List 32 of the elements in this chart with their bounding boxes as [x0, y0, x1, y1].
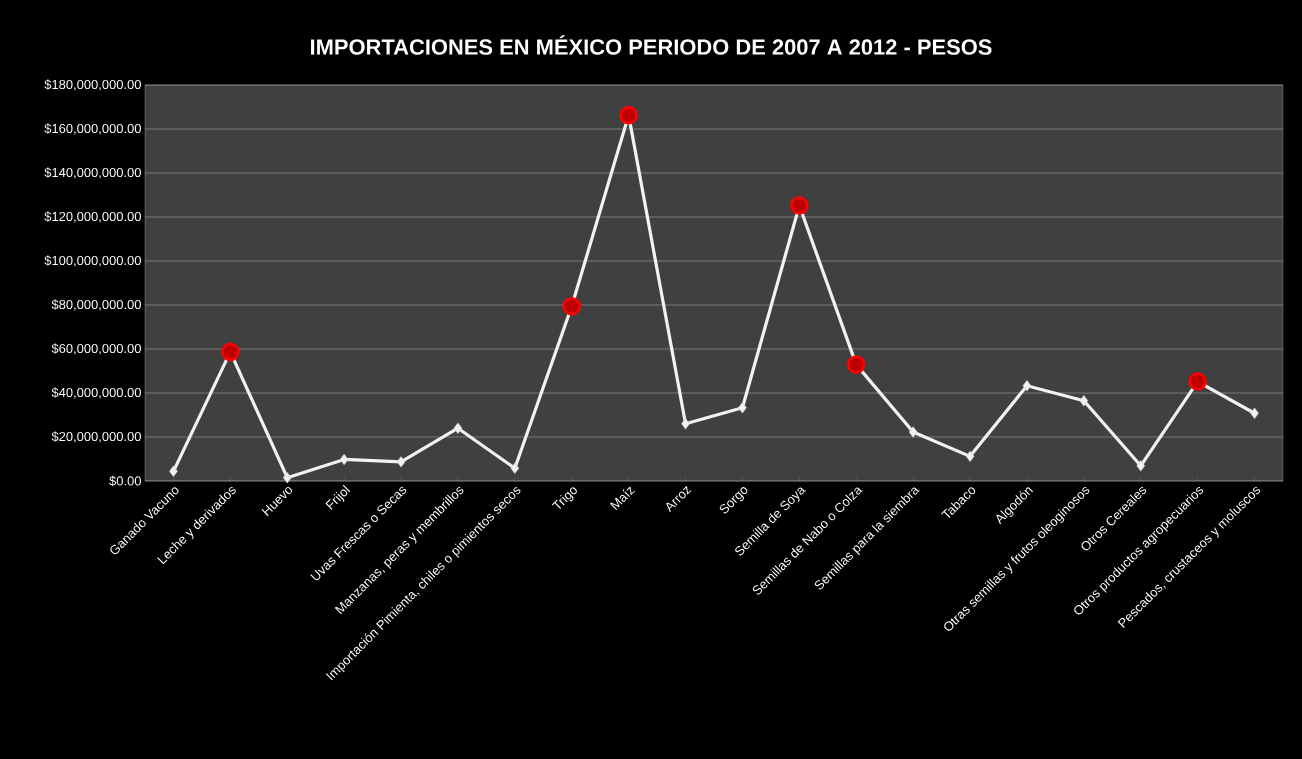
point — [1022, 380, 1032, 392]
y-tick-label: $140,000,000.00 — [44, 167, 141, 179]
y-tick-label: $20,000,000.00 — [51, 431, 141, 443]
point — [339, 453, 349, 466]
point — [908, 426, 918, 438]
y-tick-label: $100,000,000.00 — [44, 255, 141, 267]
y-tick-label: $0.00 — [109, 475, 141, 487]
point — [1188, 372, 1207, 391]
point — [453, 422, 463, 434]
point — [681, 418, 690, 430]
y-tick-label: $40,000,000.00 — [51, 387, 141, 399]
point — [510, 462, 520, 474]
chart-title: IMPORTACIONES EN MÉXICO PERIODO DE 2007 A 2012 - PESOS — [311, 35, 992, 55]
point — [738, 402, 747, 414]
point — [282, 472, 292, 484]
point — [396, 456, 406, 468]
x-tick-label: Trigo — [551, 487, 577, 509]
point — [965, 450, 975, 463]
point — [169, 465, 178, 477]
y-tick-label: $160,000,000.00 — [44, 123, 141, 135]
y-tick-label: $120,000,000.00 — [44, 211, 141, 223]
point — [846, 355, 866, 374]
point — [562, 297, 582, 316]
point — [619, 105, 638, 125]
point — [790, 196, 809, 215]
point — [1136, 460, 1146, 472]
point — [1250, 407, 1259, 419]
y-tick-label: $180,000,000.00 — [44, 79, 141, 91]
y-tick-label: $60,000,000.00 — [51, 343, 141, 355]
y-tick-label: $80,000,000.00 — [51, 299, 141, 311]
point — [221, 342, 240, 362]
point — [1079, 395, 1089, 407]
